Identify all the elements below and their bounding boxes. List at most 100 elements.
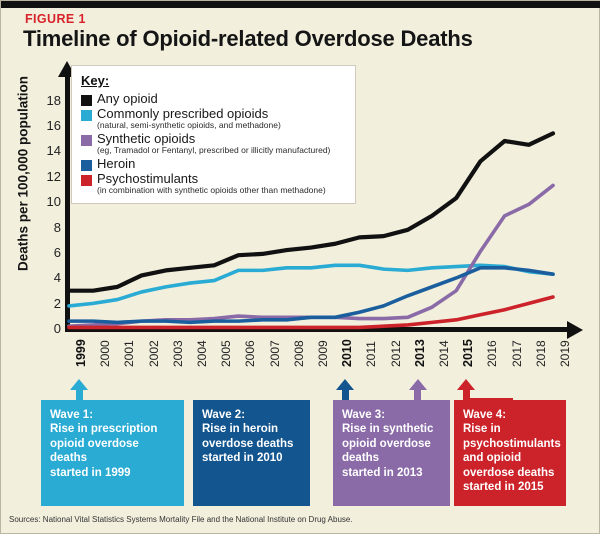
x-tick-label-2010: 2010 <box>340 339 355 367</box>
wave-box-line: opioid overdose <box>50 437 139 450</box>
x-tick-label-2007: 2007 <box>267 340 282 367</box>
connector-arrowhead-icon <box>408 379 427 390</box>
legend-item-label: Synthetic opioids <box>97 130 196 146</box>
chart-plot-area: Deaths per 100,000 population 0 2 4 6 8 10 12 1… <box>1 61 600 351</box>
x-tick-label-2019: 2019 <box>558 340 572 367</box>
wave-box-line: Rise in prescription <box>50 423 158 436</box>
series-line-psychostimulants <box>67 295 555 330</box>
legend-item-commonly-prescribed-opioids: Commonly prescribed opioids (natural, sem… <box>81 106 346 131</box>
page-title: Timeline of Opioid-related Overdose Deat… <box>23 26 473 51</box>
connector-arrowhead-icon <box>70 379 88 390</box>
x-tick-label-2004: 2004 <box>195 340 209 367</box>
y-tick-label: 4 <box>53 270 61 286</box>
x-tick-label-2012: 2012 <box>388 340 403 367</box>
y-axis-line <box>65 75 70 331</box>
x-tick-label-2000: 2000 <box>98 340 113 367</box>
x-tick-label-2002: 2002 <box>146 340 161 367</box>
y-tick-label: 2 <box>53 295 61 311</box>
wave-box-3[interactable]: Wave 3: Rise in synthetic opioid overdose d… <box>333 400 450 506</box>
legend-heading: Key: <box>81 73 110 88</box>
y-tick-label: 10 <box>46 194 61 210</box>
legend-item-synthetic-opioids: Synthetic opioids (eg, Tramadol or Fentan… <box>81 130 346 156</box>
y-tick-label: 0 <box>53 321 61 336</box>
wave-box-title: Wave 1: <box>50 409 94 421</box>
x-tick-label-2008: 2008 <box>291 340 306 367</box>
wave-box-line: Rise in synthetic <box>342 423 434 436</box>
connector-stem <box>414 389 422 400</box>
y-tick-label: 12 <box>46 168 61 184</box>
x-tick-label-2015: 2015 <box>461 339 476 367</box>
wave-box-line: deaths <box>342 452 380 465</box>
wave-box-title: Wave 3: <box>342 409 386 421</box>
legend-swatch-icon <box>81 110 92 122</box>
wave-box-1[interactable]: Wave 1: Rise in prescription opioid overdo… <box>41 400 184 506</box>
x-tick-label-2017: 2017 <box>509 340 524 367</box>
y-tick-label: 18 <box>46 92 61 108</box>
x-tick-label-2003: 2003 <box>170 340 185 367</box>
x-tick-label-2018: 2018 <box>533 340 548 367</box>
x-tick-label-2014: 2014 <box>437 340 451 367</box>
connector-arrowhead-icon <box>457 379 476 390</box>
wave-box-line: Rise in heroin <box>202 423 279 436</box>
legend-swatch-icon <box>81 174 92 186</box>
wave-box-line: started in 2010 <box>202 452 283 465</box>
wave-box-line: Rise in <box>463 423 501 436</box>
wave-callout-boxes: Wave 1: Rise in prescription opioid overdo… <box>1 400 600 506</box>
legend-item-label: Psychostimulants <box>97 170 199 186</box>
y-tick-label: 8 <box>53 219 61 235</box>
series-line-heroin <box>67 266 555 325</box>
figure-number: FIGURE 1 <box>25 12 86 26</box>
x-tick-label-2005: 2005 <box>219 340 234 367</box>
wave-box-line: overdose deaths <box>202 437 294 450</box>
legend-item-label: Commonly prescribed opioids <box>97 106 269 122</box>
series-line-any-opioid <box>66 131 556 293</box>
x-tick-label-2016: 2016 <box>485 340 500 367</box>
legend-item-any-opioid: Any opioid <box>81 91 346 106</box>
connector-arrowhead-icon <box>336 379 355 390</box>
chart-legend: Key: Any opioid Commonly prescribed opioi… <box>71 65 356 205</box>
connector-stem <box>341 389 349 400</box>
chart-series-lines <box>66 131 556 330</box>
legend-item-sublabel: (natural, semi-synthetic opioids, and me… <box>97 120 281 131</box>
y-tick-label: 14 <box>46 143 61 159</box>
x-axis-arrowhead-icon <box>567 321 583 339</box>
legend-item-label: Heroin <box>97 155 136 171</box>
y-tick-label: 6 <box>53 244 61 260</box>
wave-box-title: Wave 4: <box>463 409 507 421</box>
connector-stem-upper <box>462 389 470 399</box>
x-tick-label-2001: 2001 <box>122 340 137 367</box>
connector-stem-lower <box>505 398 513 400</box>
y-tick-label: 16 <box>46 118 61 134</box>
wave-box-line: opioid overdose <box>342 437 431 450</box>
x-tick-label-2011: 2011 <box>364 341 379 367</box>
legend-swatch-icon <box>81 159 92 171</box>
top-rule <box>1 1 600 8</box>
wave-box-line: overdose deaths <box>463 466 555 479</box>
legend-item-label: Any opioid <box>97 91 158 106</box>
legend-item-psychostimulants: Psychostimulants (in combination with syn… <box>81 170 346 196</box>
legend-item-heroin: Heroin <box>81 155 346 171</box>
series-line-commonly-prescribed-opioids <box>67 263 555 308</box>
wave-box-line: started in 2015 <box>463 481 544 494</box>
x-tick-label-2009: 2009 <box>316 340 330 367</box>
wave-box-line: deaths <box>50 452 88 465</box>
legend-swatch-icon <box>81 134 92 146</box>
legend-item-sublabel: (eg, Tramadol or Fentanyl, prescribed or… <box>97 144 331 155</box>
connector-stem <box>75 389 83 400</box>
wave-box-line: started in 1999 <box>50 466 131 479</box>
series-line-synthetic-opioids <box>67 183 555 328</box>
wave-box-line: started in 2013 <box>342 466 423 479</box>
legend-swatch-icon <box>81 95 92 106</box>
x-tick-label-2006: 2006 <box>243 340 258 367</box>
x-tick-label-1999: 1999 <box>74 339 88 367</box>
legend-item-sublabel: (in combination with synthetic opioids o… <box>97 184 326 195</box>
x-axis-line <box>65 327 570 332</box>
wave-box-line: psychostimulants <box>463 437 561 450</box>
wave-box-4[interactable]: Wave 4: Rise in psychostimulants and opioid… <box>454 400 566 506</box>
x-axis-labels: 1999 2000 2001 2002 2003 2004 2005 2006 2007 2008… <box>1 331 600 381</box>
wave-box-2[interactable]: Wave 2: Rise in heroin overdose deaths star… <box>193 400 310 506</box>
wave-box-title: Wave 2: <box>202 409 246 421</box>
source-note: Sources: National Vital Statistics Syste… <box>9 515 353 524</box>
x-tick-label-2013: 2013 <box>412 339 427 367</box>
